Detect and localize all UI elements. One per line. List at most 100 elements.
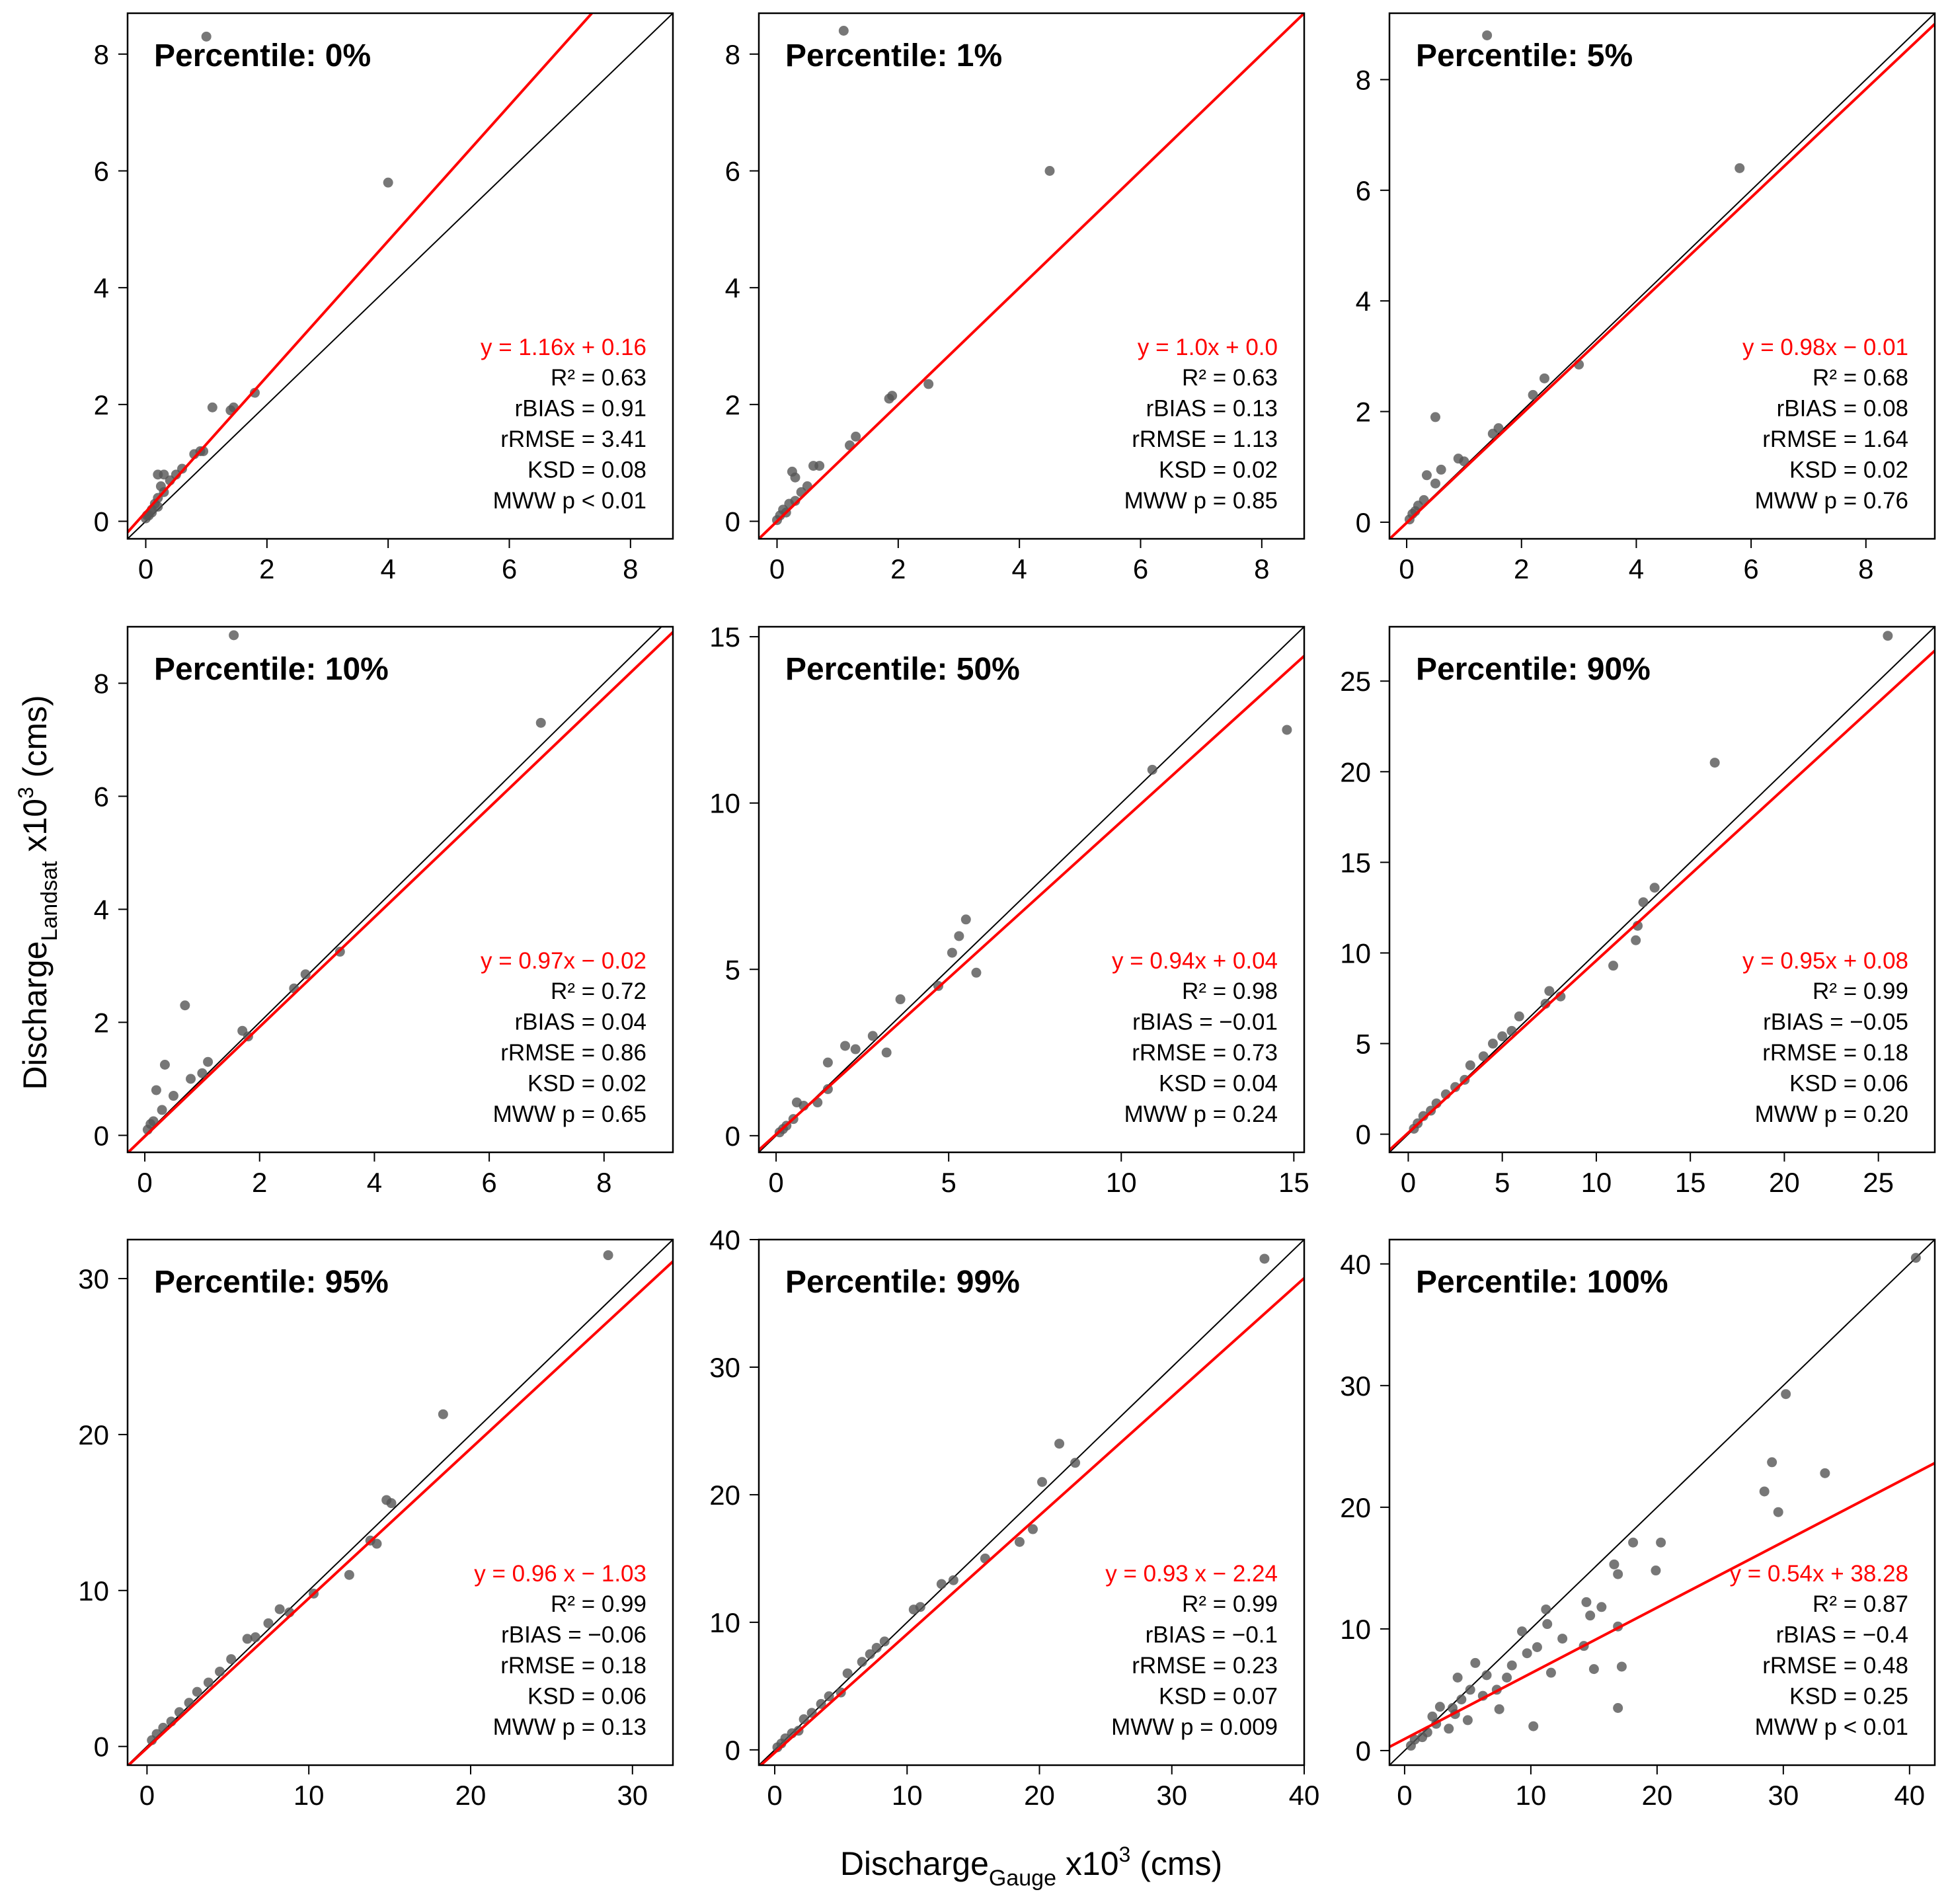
regression-equation: y = 0.98x − 0.01: [1742, 335, 1908, 360]
stat-line: KSD = 0.25: [1789, 1684, 1908, 1710]
data-point: [242, 1634, 253, 1644]
data-point: [850, 1044, 861, 1054]
stat-line: R² = 0.99: [1182, 1591, 1278, 1617]
data-point: [535, 717, 546, 728]
y-tick-label: 2: [94, 389, 109, 420]
plot-area: [128, 13, 673, 539]
x-tick-label: 2: [890, 553, 906, 584]
stat-line: R² = 0.72: [551, 978, 646, 1004]
data-point: [790, 496, 800, 506]
data-point: [1487, 1039, 1498, 1049]
data-point: [1883, 631, 1893, 641]
data-point: [1528, 1721, 1539, 1731]
one-to-one-line: [128, 13, 673, 539]
x-tick-label: 25: [1863, 1167, 1894, 1198]
data-point: [1444, 1724, 1454, 1734]
stat-line: MWW p < 0.01: [1755, 1714, 1908, 1740]
x-tick-label: 0: [137, 1167, 152, 1198]
x-tick-label: 0: [767, 1780, 782, 1811]
scatter-panel-7: 0 10 20 30 0 10 20 30 Percentile: 95% y = 0.96 x …: [78, 1238, 674, 1811]
data-point: [1070, 1458, 1081, 1468]
stat-line: KSD = 0.06: [1789, 1071, 1908, 1097]
x-tick-label: 4: [367, 1167, 382, 1198]
x-tick-label: 5: [1495, 1167, 1510, 1198]
panel-title: Percentile: 0%: [154, 38, 371, 73]
x-tick-label: 8: [1858, 553, 1873, 584]
x-tick-label: 0: [768, 1167, 783, 1198]
data-point: [1502, 1673, 1512, 1683]
regression-line: [128, 13, 593, 534]
x-tick-label: 10: [892, 1780, 923, 1811]
panel-title: Percentile: 10%: [154, 652, 389, 687]
data-point: [1557, 1634, 1568, 1644]
data-point: [1427, 1711, 1438, 1722]
y-axis-title-multiplier: x10: [17, 799, 54, 861]
y-tick-label: 2: [94, 1007, 109, 1038]
regression-equation: y = 0.95x + 0.08: [1742, 948, 1908, 974]
x-tick-label: 0: [1401, 1167, 1416, 1198]
data-point: [948, 1575, 958, 1585]
data-point: [148, 1116, 159, 1127]
stat-line: rRMSE = 1.64: [1762, 426, 1908, 452]
y-tick-label: 5: [725, 954, 740, 985]
x-tick-label: 10: [1516, 1780, 1547, 1811]
plot-area: [128, 1240, 673, 1765]
data-point: [1541, 1604, 1551, 1614]
data-point: [1609, 1559, 1619, 1569]
panel-title: Percentile: 1%: [785, 38, 1002, 73]
regression-line: [1389, 22, 1935, 539]
data-point: [871, 1642, 882, 1653]
regression-line: [760, 1277, 1304, 1765]
regression-line: [1389, 649, 1935, 1151]
stat-line: rBIAS = 0.04: [515, 1010, 646, 1035]
one-to-one-line: [759, 627, 1304, 1152]
data-point: [1470, 1657, 1481, 1668]
scatter-panel-5: 0 5 10 15 0 5 10 15 Percentile: 50% y = 0.94x + 0…: [709, 621, 1309, 1198]
data-point: [1820, 1468, 1830, 1478]
regression-line: [759, 654, 1304, 1151]
data-point: [250, 387, 260, 398]
x-tick-label: 0: [1397, 1780, 1412, 1811]
data-point: [1588, 1664, 1599, 1675]
one-to-one-line: [1389, 1240, 1935, 1765]
data-point: [263, 1618, 274, 1628]
y-tick-label: 25: [1340, 666, 1371, 697]
data-point: [824, 1691, 834, 1702]
x-tick-label: 6: [502, 553, 517, 584]
data-point: [1545, 1667, 1556, 1678]
regression-line: [128, 1260, 673, 1765]
y-tick-label: 15: [709, 621, 740, 653]
y-tick-label: 2: [1356, 397, 1371, 428]
y-axis-title-unit: (cms): [17, 695, 54, 787]
one-to-one-line: [1389, 627, 1935, 1152]
x-tick-label: 30: [1156, 1780, 1187, 1811]
data-point: [1028, 1524, 1038, 1534]
data-point: [895, 994, 906, 1005]
y-tick-label: 0: [94, 1120, 109, 1151]
data-point: [180, 1000, 190, 1011]
data-point: [1482, 30, 1493, 40]
data-point: [842, 1668, 853, 1679]
data-point: [879, 1636, 890, 1647]
data-point: [971, 967, 982, 978]
panel-frame: [126, 12, 674, 540]
data-point: [1649, 883, 1660, 893]
data-point: [1418, 1111, 1428, 1121]
stat-line: rRMSE = 0.73: [1132, 1040, 1278, 1066]
stat-line: rBIAS = −0.06: [501, 1622, 646, 1648]
regression-line: [1389, 1462, 1935, 1749]
stat-line: R² = 0.87: [1813, 1591, 1908, 1617]
x-tick-label: 0: [138, 553, 153, 584]
data-point: [1456, 1694, 1467, 1705]
data-point: [1465, 1685, 1475, 1695]
panel-title: Percentile: 100%: [1416, 1265, 1668, 1300]
data-point: [1452, 1673, 1463, 1683]
data-point: [229, 630, 239, 641]
data-point: [1781, 1389, 1791, 1400]
data-point: [603, 1250, 613, 1261]
y-tick-label: 8: [94, 39, 109, 70]
data-point: [1608, 961, 1619, 971]
data-point: [1631, 935, 1641, 945]
data-point: [186, 1074, 196, 1084]
